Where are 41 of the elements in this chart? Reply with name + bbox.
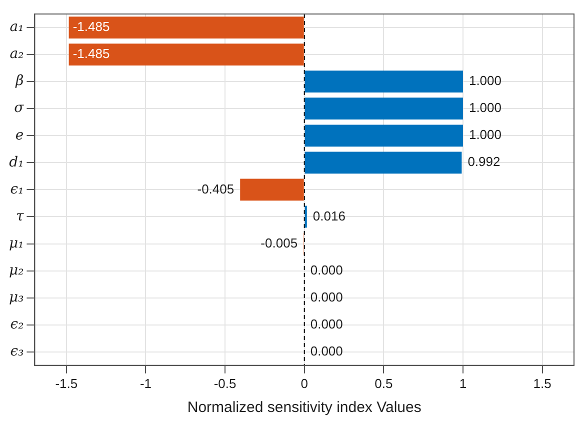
data-label: 0.000 xyxy=(310,289,343,304)
x-tick-label: 0.5 xyxy=(374,376,393,391)
data-label: -1.485 xyxy=(72,19,110,34)
y-tick-label: a₂ xyxy=(10,46,24,62)
bar xyxy=(304,98,463,120)
y-tick-label: ϵ₁ xyxy=(10,181,24,198)
y-tick-label: d₁ xyxy=(9,154,24,170)
data-label: 1.000 xyxy=(468,100,502,116)
y-tick-label: τ xyxy=(16,208,24,224)
bar xyxy=(304,152,462,174)
x-tick-label: 0 xyxy=(300,376,308,391)
data-label: 0.000 xyxy=(310,316,343,332)
data-label: -1.485 xyxy=(72,46,110,62)
data-label: 0.000 xyxy=(310,343,343,358)
y-tick-label: e xyxy=(15,127,24,144)
y-tick-label: a₁ xyxy=(10,19,24,36)
y-tick-label: ϵ₃ xyxy=(10,344,24,360)
bar xyxy=(240,178,304,201)
x-axis-title: Normalized sensitivity index Values xyxy=(187,399,422,416)
data-label: -0.005 xyxy=(260,235,298,250)
data-label: 0.016 xyxy=(312,208,346,224)
y-tick-label: μ₂ xyxy=(8,262,24,278)
bar xyxy=(304,124,463,147)
bar xyxy=(68,16,304,38)
bar xyxy=(68,44,304,66)
data-label: -0.405 xyxy=(197,181,234,196)
x-tick-label: -1.5 xyxy=(55,376,78,391)
y-tick-label: σ xyxy=(14,100,24,116)
x-tick-label: -1 xyxy=(140,376,152,391)
y-tick-label: μ₁ xyxy=(8,235,24,252)
data-label: 0.000 xyxy=(310,262,343,278)
y-tick-label: β xyxy=(14,73,24,90)
data-label: 1.000 xyxy=(468,127,502,142)
data-label: 1.000 xyxy=(468,73,502,88)
bar xyxy=(304,70,463,93)
y-tick-label: ϵ₂ xyxy=(10,316,24,332)
x-tick-label: -0.5 xyxy=(214,376,236,391)
x-tick-label: 1.5 xyxy=(533,376,552,391)
y-tick-label: μ₃ xyxy=(8,289,24,306)
data-label: 0.992 xyxy=(468,154,500,170)
x-tick-label: 1 xyxy=(459,376,467,391)
